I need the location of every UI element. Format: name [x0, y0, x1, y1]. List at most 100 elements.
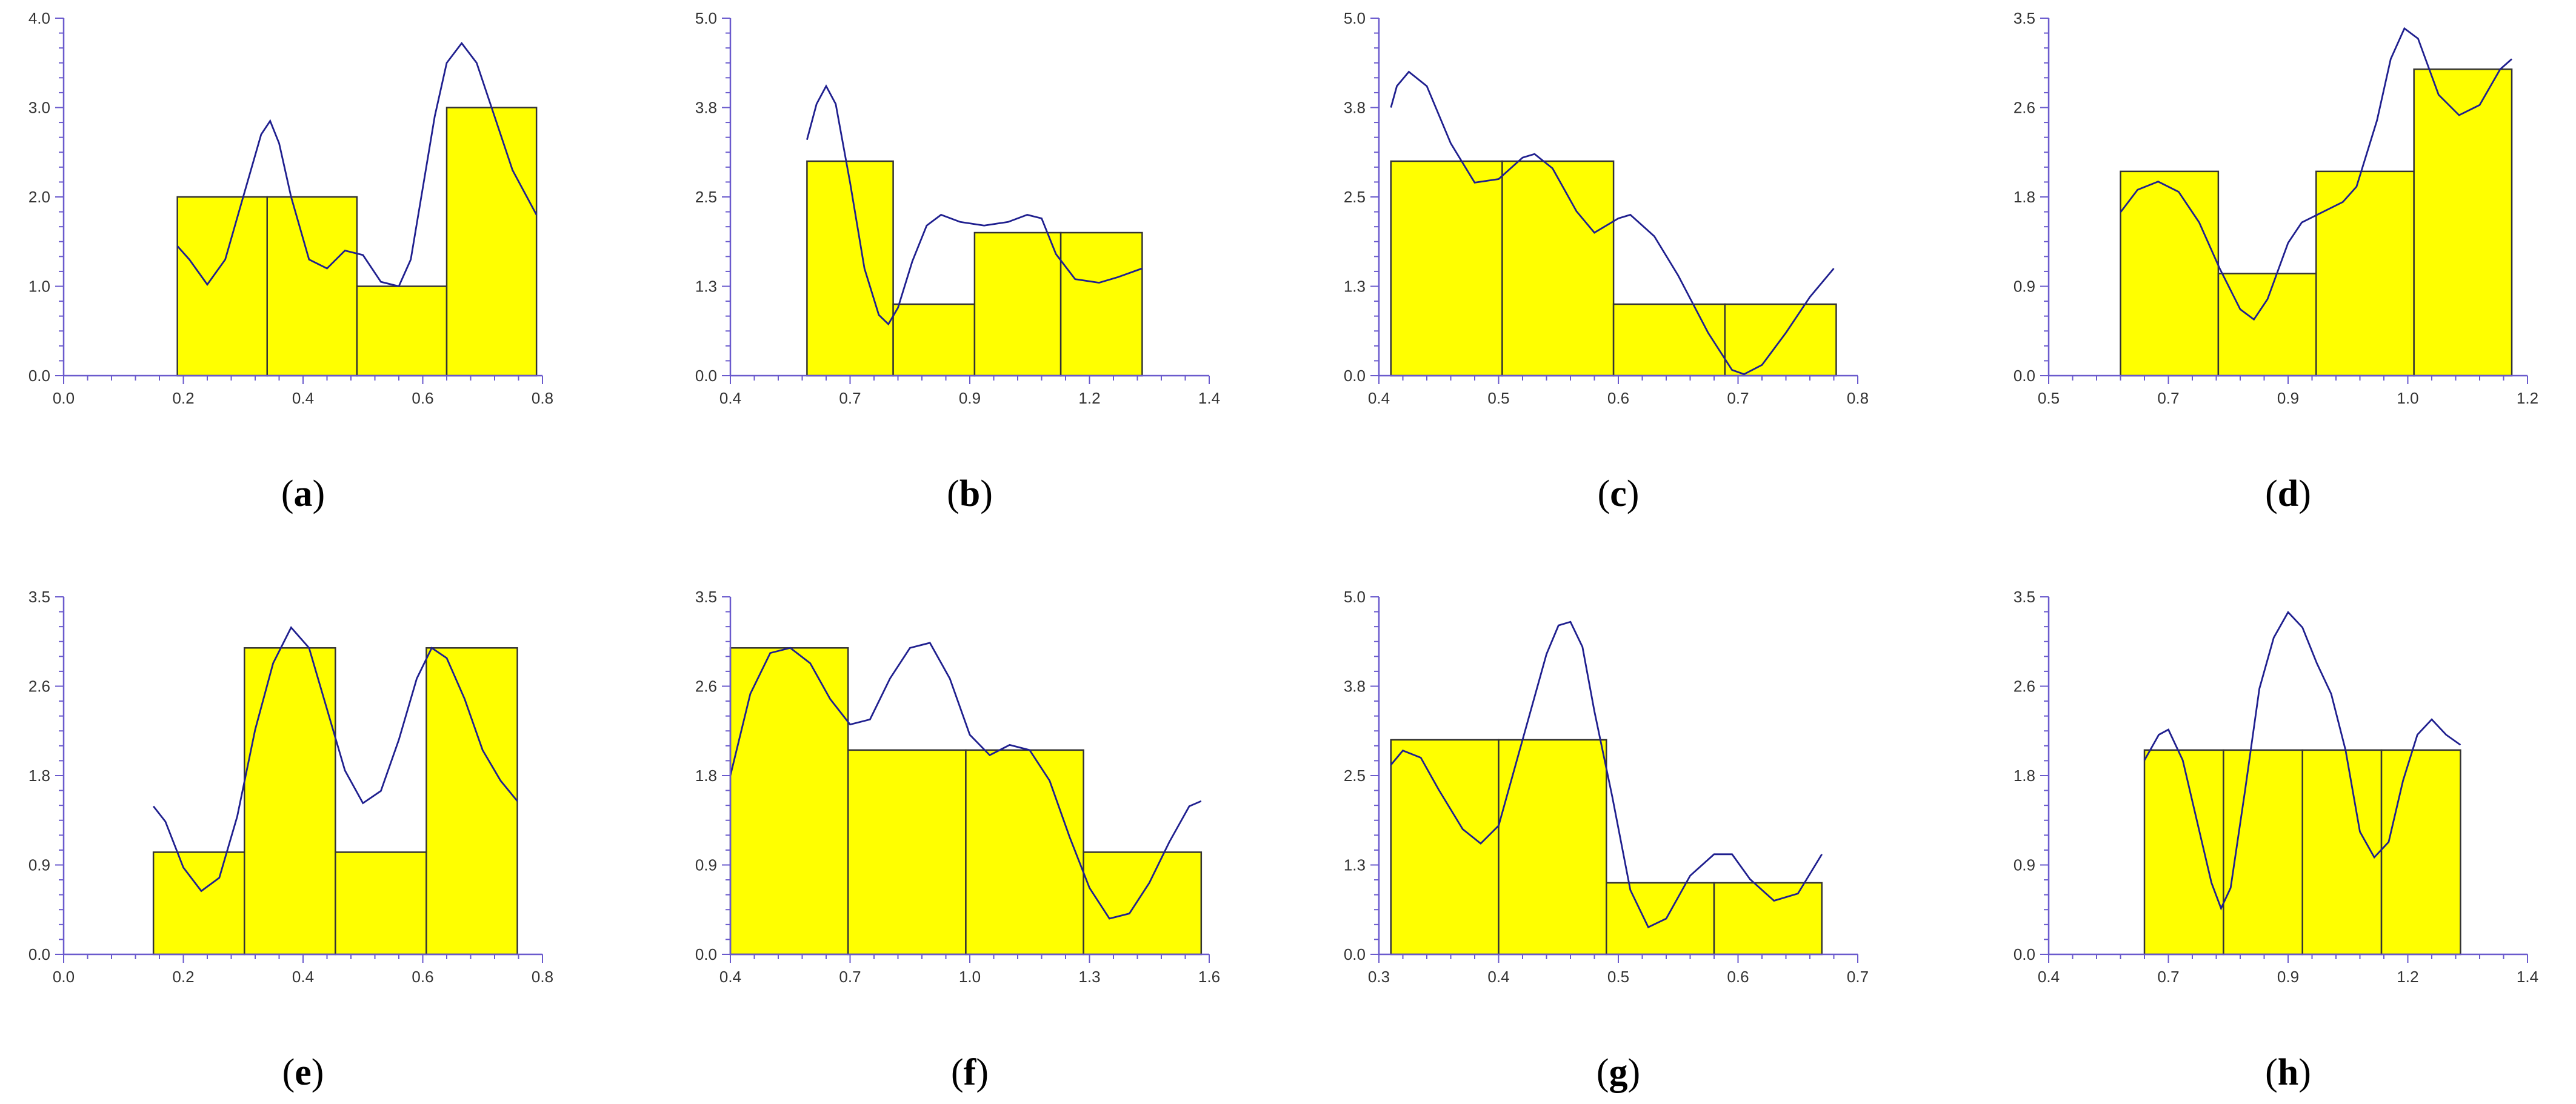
x-tick-label-g: 0.7	[1847, 968, 1869, 986]
y-tick-label-g: 0.0	[1344, 945, 1366, 963]
x-tick-label-h: 1.2	[2397, 968, 2418, 986]
x-tick-label-g: 0.6	[1727, 968, 1749, 986]
histogram-bar-b-2	[892, 303, 976, 377]
y-tick-label-b: 2.5	[695, 188, 717, 206]
histogram-bar-d-3	[2315, 170, 2415, 377]
y-tick-label-f: 2.6	[695, 677, 717, 696]
x-tick-label-c: 0.6	[1607, 389, 1629, 407]
histogram-bar-f-1	[729, 647, 849, 956]
x-tick-label-d: 1.2	[2517, 389, 2538, 407]
histogram-bar-d-4	[2413, 68, 2513, 377]
histogram-bar-c-2	[1501, 160, 1615, 377]
histogram-bar-e-1	[152, 851, 245, 956]
x-tick-label-e: 0.4	[292, 968, 314, 986]
chart-h: 0.0 0.9 1.8 2.6 3.5 0.4 0.7 0.9 1.2 1.4 (h)	[2014, 588, 2538, 1093]
y-tick-label-c: 0.0	[1344, 367, 1366, 385]
x-tick-label-g: 0.3	[1368, 968, 1390, 986]
histogram-bar-a-1	[176, 196, 268, 377]
histogram-bar-b-3	[973, 231, 1062, 377]
density-curve-h	[2143, 610, 2461, 911]
chart-a: 0.0 1.0 2.0 3.0 4.0 0.0 0.2 0.4 0.6 0.8 (a)	[28, 9, 553, 514]
y-tick-label-h: 0.0	[2014, 945, 2035, 963]
histogram-bar-c-3	[1612, 303, 1726, 377]
x-tick-label-b: 0.7	[839, 389, 861, 407]
y-tick-label-d: 3.5	[2014, 9, 2035, 27]
caption-a: (a)	[281, 473, 325, 514]
x-tick-label-f: 0.7	[839, 968, 861, 986]
histogram-bar-f-3	[965, 749, 1084, 956]
y-tick-label-e: 0.0	[28, 945, 50, 963]
x-tick-label-c: 0.5	[1487, 389, 1509, 407]
density-curve-d	[2120, 27, 2512, 321]
y-tick-label-e: 0.9	[28, 856, 50, 874]
y-tick-label-a: 3.0	[28, 99, 50, 117]
y-tick-label-g: 3.8	[1344, 677, 1366, 696]
x-tick-label-d: 1.0	[2397, 389, 2418, 407]
x-tick-label-a: 0.4	[292, 389, 314, 407]
x-tick-label-f: 1.0	[959, 968, 981, 986]
density-curve-a	[176, 41, 538, 288]
x-tick-label-f: 1.6	[1198, 968, 1220, 986]
y-tick-label-b: 0.0	[695, 367, 717, 385]
histogram-bar-d-2	[2217, 273, 2317, 377]
y-tick-label-g: 1.3	[1344, 856, 1366, 874]
caption-c: (c)	[1598, 473, 1640, 514]
x-tick-label-d: 0.5	[2038, 389, 2060, 407]
y-tick-label-g: 2.5	[1344, 766, 1366, 785]
x-tick-label-b: 1.2	[1078, 389, 1100, 407]
x-tick-label-d: 0.9	[2277, 389, 2299, 407]
chart-g: 0.0 1.3 2.5 3.8 5.0 0.3 0.4 0.5 0.6 0.7 (g)	[1344, 588, 1869, 1093]
y-tick-label-b: 1.3	[695, 278, 717, 296]
caption-d: (d)	[2265, 473, 2311, 514]
y-tick-label-c: 1.3	[1344, 278, 1366, 296]
x-tick-label-e: 0.8	[532, 968, 553, 986]
chart-b: 0.0 1.3 2.5 3.8 5.0 0.4 0.7 0.9 1.2 1.4 (b)	[695, 9, 1220, 514]
y-tick-label-f: 3.5	[695, 588, 717, 606]
x-tick-label-b: 1.4	[1198, 389, 1220, 407]
y-tick-label-a: 0.0	[28, 367, 50, 385]
histogram-bar-g-1	[1390, 739, 1500, 956]
x-tick-label-e: 0.6	[412, 968, 433, 986]
x-tick-label-h: 0.4	[2038, 968, 2060, 986]
caption-h: (h)	[2265, 1052, 2311, 1093]
density-curve-e	[152, 626, 518, 893]
density-curve-g	[1390, 620, 1823, 929]
y-tick-label-f: 1.8	[695, 766, 717, 785]
histogram-bar-b-4	[1059, 231, 1143, 377]
x-tick-label-e: 0.0	[53, 968, 75, 986]
x-tick-label-a: 0.6	[412, 389, 433, 407]
y-tick-label-h: 0.9	[2014, 856, 2035, 874]
chart-f: 0.0 0.9 1.8 2.6 3.5 0.4 0.7 1.0 1.3 1.6 (f)	[695, 588, 1220, 1093]
y-tick-label-h: 1.8	[2014, 766, 2035, 785]
histogram-bar-a-2	[266, 196, 358, 377]
x-tick-label-c: 0.7	[1727, 389, 1749, 407]
y-tick-label-h: 3.5	[2014, 588, 2035, 606]
histogram-bar-f-4	[1083, 851, 1203, 956]
histogram-bar-h-3	[2301, 749, 2383, 956]
histogram-bar-e-3	[335, 851, 427, 956]
density-curve-c	[1390, 70, 1835, 376]
y-tick-label-a: 2.0	[28, 188, 50, 206]
y-tick-label-c: 2.5	[1344, 188, 1366, 206]
y-tick-label-d: 0.0	[2014, 367, 2035, 385]
caption-f: (f)	[951, 1052, 989, 1093]
chart-c: 0.0 1.3 2.5 3.8 5.0 0.4 0.5 0.6 0.7 0.8 (c)	[1344, 9, 1869, 514]
histogram-bar-g-4	[1713, 882, 1823, 956]
caption-e: (e)	[282, 1052, 324, 1093]
y-tick-label-c: 5.0	[1344, 9, 1366, 27]
x-tick-label-h: 0.7	[2157, 968, 2179, 986]
x-tick-label-a: 0.2	[172, 389, 194, 407]
y-tick-label-c: 3.8	[1344, 99, 1366, 117]
y-tick-label-b: 5.0	[695, 9, 717, 27]
x-tick-label-h: 0.9	[2277, 968, 2299, 986]
histogram-bar-a-4	[445, 107, 538, 377]
histogram-bar-h-1	[2143, 749, 2224, 956]
histogram-bar-f-2	[847, 749, 967, 956]
x-tick-label-d: 0.7	[2157, 389, 2179, 407]
y-tick-label-a: 4.0	[28, 9, 50, 27]
histogram-bar-d-1	[2120, 170, 2220, 377]
chart-e: 0.0 0.9 1.8 2.6 3.5 0.0 0.2 0.4 0.6 0.8 (e)	[28, 588, 553, 1093]
y-tick-label-d: 1.8	[2014, 188, 2035, 206]
y-tick-label-f: 0.0	[695, 945, 717, 963]
